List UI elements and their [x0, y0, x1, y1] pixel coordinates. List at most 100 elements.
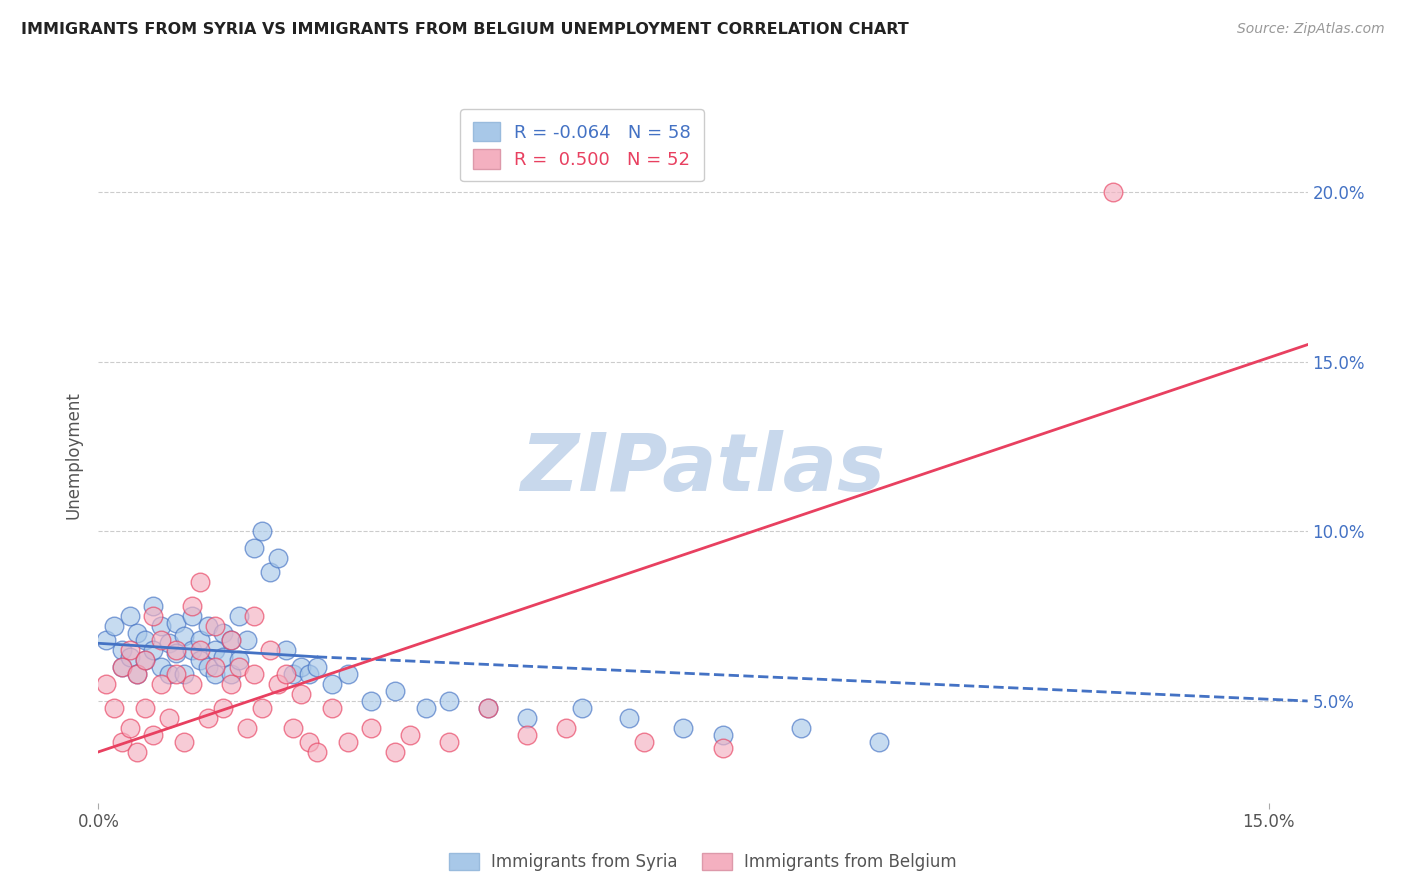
Point: [711, 741, 734, 756]
Point: [142, 599, 165, 613]
Point: [789, 721, 811, 735]
Point: [181, 599, 204, 613]
Point: [173, 735, 195, 749]
Point: [96, 677, 118, 691]
Point: [212, 626, 235, 640]
Point: [274, 643, 297, 657]
Point: [384, 683, 406, 698]
Point: [204, 666, 226, 681]
Point: [149, 632, 172, 647]
Point: [197, 619, 219, 633]
Text: ZIPatlas: ZIPatlas: [520, 430, 886, 508]
Point: [134, 653, 156, 667]
Point: [165, 643, 187, 657]
Point: [252, 700, 274, 714]
Point: [243, 609, 266, 624]
Point: [228, 609, 250, 624]
Point: [111, 643, 134, 657]
Point: [149, 677, 172, 691]
Point: [555, 721, 578, 735]
Point: [617, 711, 640, 725]
Point: [321, 677, 343, 691]
Point: [127, 666, 149, 681]
Point: [134, 632, 156, 647]
Point: [204, 619, 226, 633]
Point: [127, 666, 149, 681]
Point: [672, 721, 695, 735]
Point: [868, 735, 890, 749]
Point: [197, 711, 219, 725]
Point: [188, 575, 211, 590]
Point: [290, 687, 312, 701]
Point: [103, 619, 125, 633]
Point: [149, 619, 172, 633]
Point: [243, 541, 266, 556]
Point: [360, 721, 382, 735]
Point: [181, 609, 204, 624]
Point: [305, 745, 328, 759]
Point: [118, 721, 141, 735]
Point: [204, 643, 226, 657]
Point: [516, 728, 538, 742]
Point: [188, 643, 211, 657]
Point: [267, 551, 290, 566]
Point: [298, 735, 321, 749]
Point: [571, 700, 593, 714]
Point: [142, 609, 165, 624]
Point: [274, 666, 297, 681]
Point: [219, 632, 242, 647]
Point: [173, 630, 195, 644]
Point: [384, 745, 406, 759]
Point: [127, 626, 149, 640]
Point: [127, 745, 149, 759]
Point: [173, 666, 195, 681]
Point: [1101, 185, 1123, 199]
Point: [165, 615, 187, 630]
Point: [134, 653, 156, 667]
Point: [633, 735, 655, 749]
Point: [283, 666, 305, 681]
Point: [321, 700, 343, 714]
Point: [181, 643, 204, 657]
Point: [243, 666, 266, 681]
Legend: Immigrants from Syria, Immigrants from Belgium: Immigrants from Syria, Immigrants from B…: [443, 847, 963, 878]
Point: [134, 700, 156, 714]
Point: [188, 653, 211, 667]
Point: [337, 735, 360, 749]
Point: [142, 643, 165, 657]
Point: [283, 721, 305, 735]
Point: [228, 660, 250, 674]
Point: [197, 660, 219, 674]
Point: [360, 694, 382, 708]
Point: [439, 735, 461, 749]
Text: IMMIGRANTS FROM SYRIA VS IMMIGRANTS FROM BELGIUM UNEMPLOYMENT CORRELATION CHART: IMMIGRANTS FROM SYRIA VS IMMIGRANTS FROM…: [21, 22, 908, 37]
Point: [219, 677, 242, 691]
Point: [305, 660, 328, 674]
Point: [165, 666, 187, 681]
Point: [157, 711, 180, 725]
Point: [103, 700, 125, 714]
Point: [415, 700, 437, 714]
Point: [96, 632, 118, 647]
Point: [157, 666, 180, 681]
Point: [204, 660, 226, 674]
Point: [118, 643, 141, 657]
Point: [111, 660, 134, 674]
Point: [259, 565, 281, 579]
Point: [212, 649, 235, 664]
Point: [118, 649, 141, 664]
Point: [219, 632, 242, 647]
Point: [298, 666, 321, 681]
Point: [235, 721, 257, 735]
Point: [212, 700, 235, 714]
Point: [267, 677, 290, 691]
Point: [149, 660, 172, 674]
Point: [142, 728, 165, 742]
Point: [337, 666, 360, 681]
Point: [711, 728, 734, 742]
Point: [516, 711, 538, 725]
Point: [228, 653, 250, 667]
Point: [188, 632, 211, 647]
Y-axis label: Unemployment: Unemployment: [65, 391, 83, 519]
Text: Source: ZipAtlas.com: Source: ZipAtlas.com: [1237, 22, 1385, 37]
